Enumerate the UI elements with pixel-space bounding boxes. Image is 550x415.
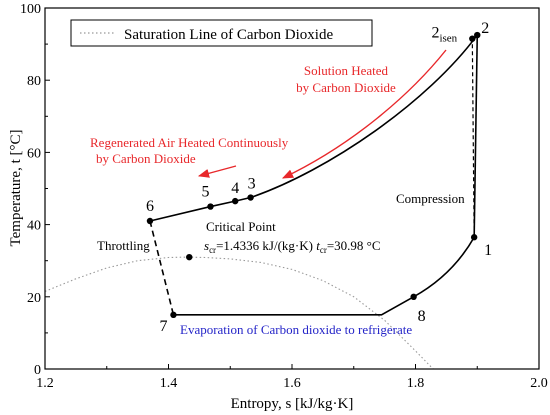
point-label-8: 8 (418, 308, 426, 325)
regenerated-arrow (197, 165, 237, 178)
x-axis-label: Entropy, s [kJ/kg·K] (231, 396, 354, 412)
x-tick-label: 1.2 (36, 376, 54, 391)
point-label-2isen: 2isen (431, 25, 457, 45)
y-tick-label: 100 (20, 2, 41, 17)
y-tick-label: 80 (27, 74, 41, 89)
point-label-5: 5 (201, 184, 209, 201)
state-point-2isen (469, 35, 476, 42)
critical-point-title: Critical Point (206, 219, 276, 234)
state-point-5 (207, 203, 214, 210)
point-label-6: 6 (146, 198, 154, 215)
x-tick-label: 2.0 (530, 376, 548, 391)
evaporation-label: Evaporation of Carbon dioxide to refrige… (180, 322, 412, 337)
isentropic-compression-line (471, 38, 475, 238)
compression-line (473, 35, 479, 238)
solution-heated-line-2: by Carbon Dioxide (296, 80, 396, 95)
solution-heated-line-1: Solution Heated (304, 63, 389, 78)
compression-label: Compression (396, 191, 465, 206)
point-label-4: 4 (231, 180, 239, 197)
state-point-3 (247, 194, 254, 201)
throttling-line (149, 220, 175, 316)
x-tick-label: 1.6 (283, 376, 301, 391)
x-tick-label: 1.8 (407, 376, 425, 391)
y-tick-label: 60 (27, 146, 41, 161)
y-tick-label: 20 (27, 291, 41, 306)
solution-heated-arrow (281, 49, 447, 179)
critical-point-marker (186, 253, 193, 261)
state-point-7 (170, 311, 177, 319)
state-point-2 (474, 31, 481, 39)
state-point-4 (231, 197, 239, 205)
critical-point-values: scr=1.4336 kJ/(kg·K) tcr=30.98 °C (204, 238, 381, 255)
point-label-3: 3 (248, 176, 256, 193)
legend: Saturation Line of Carbon Dioxide (70, 19, 373, 47)
state-point-8 (410, 293, 417, 300)
regenerated-line-2: by Carbon Dioxide (96, 151, 196, 166)
point-label-2: 2 (481, 20, 489, 37)
state-point-1 (470, 234, 478, 241)
point-label-1: 1 (484, 242, 492, 259)
y-axis-label: Temperature, t [°C] (8, 130, 24, 247)
y-tick-label: 40 (27, 219, 41, 234)
point-label-7: 7 (159, 318, 167, 335)
regenerated-line-1: Regenerated Air Heated Continuously (90, 135, 289, 150)
saturation-line (45, 256, 434, 369)
y-tick-label: 0 (34, 363, 41, 378)
x-tick-label: 1.4 (160, 376, 178, 391)
throttling-label: Throttling (97, 238, 150, 253)
state-point-6 (146, 217, 154, 225)
legend-box (70, 19, 373, 47)
legend-label: Saturation Line of Carbon Dioxide (124, 27, 333, 43)
